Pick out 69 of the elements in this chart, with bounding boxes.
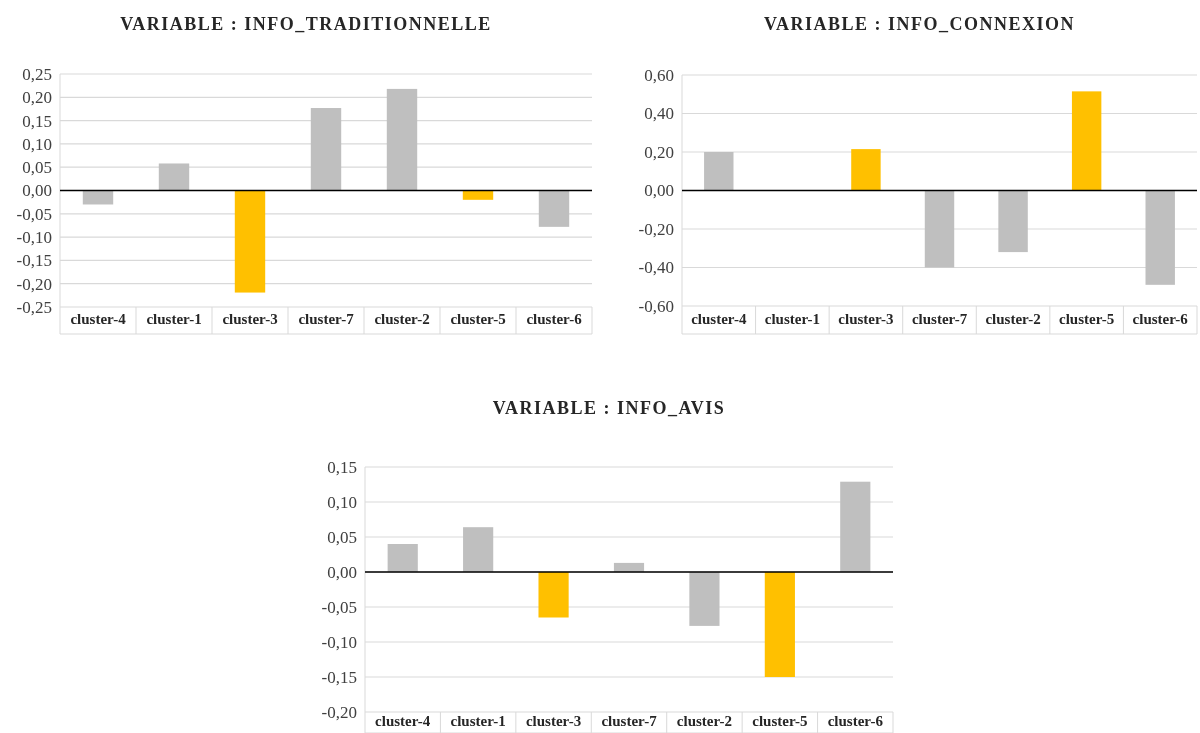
y-tick-label: 0,60 — [644, 65, 674, 85]
x-tick-label: cluster-7 — [911, 310, 968, 327]
y-tick-label: -0,15 — [321, 667, 357, 687]
bar — [689, 572, 720, 626]
x-tick-label: cluster-6 — [526, 311, 583, 328]
x-tick-label: cluster-5 — [450, 311, 506, 328]
x-tick-label: cluster-3 — [222, 311, 278, 328]
x-tick-label: cluster-5 — [752, 713, 808, 730]
y-tick-label: -0,40 — [638, 258, 674, 278]
x-tick-label: cluster-4 — [70, 311, 127, 328]
y-tick-label: -0,10 — [16, 228, 52, 248]
x-tick-label: cluster-4 — [375, 713, 431, 730]
bar — [924, 190, 955, 268]
y-tick-label: 0,25 — [22, 64, 52, 84]
y-tick-label: 0,20 — [644, 142, 674, 162]
y-tick-label: 0,05 — [22, 158, 52, 178]
y-tick-label: 0,00 — [327, 562, 357, 582]
bar — [998, 190, 1028, 253]
y-tick-label: 0,05 — [327, 527, 357, 547]
x-tick-label: cluster-2 — [985, 310, 1041, 327]
y-tick-label: 0,15 — [22, 111, 52, 131]
bar — [386, 88, 418, 191]
y-tick-label: -0,20 — [638, 219, 674, 239]
bar — [234, 190, 266, 293]
y-tick-label: -0,60 — [638, 296, 674, 316]
x-tick-label: cluster-2 — [676, 713, 733, 730]
bar — [1145, 190, 1175, 285]
y-tick-label: 0,00 — [644, 181, 674, 201]
x-tick-label: cluster-7 — [298, 311, 355, 328]
y-tick-label: 0,10 — [327, 492, 357, 512]
chart-title: VARIABLE : INFO_TRADITIONNELLE — [120, 14, 492, 34]
bar — [764, 572, 795, 677]
bar — [463, 527, 494, 572]
bar — [462, 190, 494, 200]
x-tick-label: cluster-7 — [601, 713, 658, 730]
y-tick-label: -0,20 — [321, 702, 357, 722]
y-tick-label: 0,15 — [327, 457, 357, 477]
y-tick-label: -0,10 — [321, 632, 357, 652]
bar — [538, 190, 570, 227]
x-tick-label: cluster-6 — [1132, 310, 1189, 327]
bar — [851, 149, 881, 191]
bar — [310, 108, 342, 191]
bar — [82, 190, 114, 205]
x-tick-label: cluster-5 — [1059, 310, 1115, 327]
x-tick-label: cluster-2 — [374, 311, 430, 328]
y-tick-label: -0,05 — [321, 597, 357, 617]
bar — [158, 163, 190, 191]
x-tick-label: cluster-1 — [146, 311, 202, 328]
bar — [840, 481, 871, 572]
y-tick-label: -0,15 — [16, 251, 52, 271]
y-tick-label: 0,40 — [644, 104, 674, 124]
x-tick-label: cluster-3 — [838, 310, 894, 327]
x-tick-label: cluster-1 — [450, 713, 506, 730]
chart-title: VARIABLE : INFO_AVIS — [492, 398, 726, 418]
y-tick-label: -0,20 — [16, 274, 52, 294]
chart-title: VARIABLE : INFO_CONNEXION — [763, 14, 1076, 34]
bar — [387, 544, 418, 572]
y-tick-label: 0,20 — [22, 88, 52, 108]
y-tick-label: -0,25 — [16, 297, 52, 317]
x-tick-label: cluster-3 — [525, 713, 582, 730]
x-tick-label: cluster-6 — [827, 713, 884, 730]
y-tick-label: 0,00 — [22, 181, 52, 201]
bar — [538, 572, 569, 618]
x-tick-label: cluster-1 — [764, 310, 820, 327]
bar — [704, 152, 734, 191]
x-tick-label: cluster-4 — [691, 310, 747, 327]
y-tick-label: -0,05 — [16, 204, 52, 224]
bar — [1071, 91, 1102, 191]
y-tick-label: 0,10 — [22, 134, 52, 154]
